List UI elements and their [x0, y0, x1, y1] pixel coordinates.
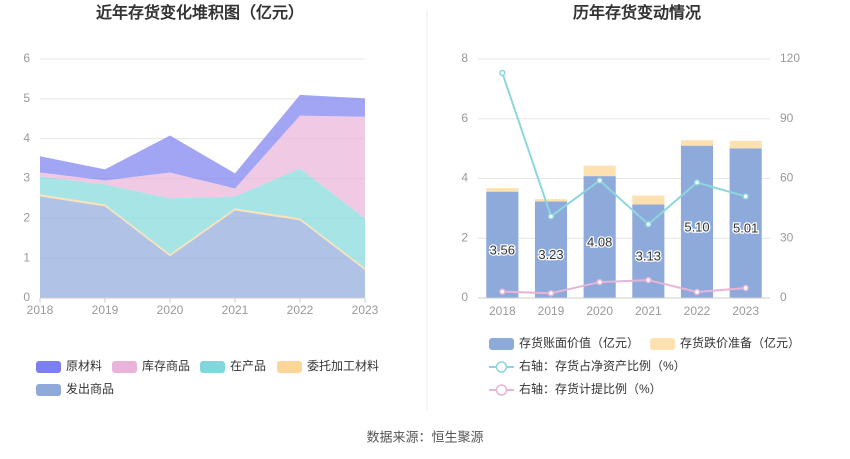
bar: [729, 140, 762, 149]
data-label: 3.13: [636, 249, 661, 264]
bar: [632, 195, 665, 205]
y-tick-label: 4: [461, 171, 468, 185]
legend-label: 在产品: [230, 359, 266, 373]
footer: 数据来源：恒生聚源: [366, 429, 483, 444]
chart-title: 历年存货变动情况: [573, 3, 701, 22]
line-point: [693, 288, 701, 296]
y-tick-label: 6: [461, 111, 468, 125]
bar: [486, 188, 519, 192]
y-tick-label: 3: [23, 171, 30, 185]
line-point: [693, 179, 701, 186]
x-tick-label: 2018: [489, 304, 516, 318]
legend-swatch: [200, 361, 225, 373]
y-tick-label: 8: [461, 51, 468, 65]
legend-label: 存货跌价准备（亿元）: [680, 335, 800, 350]
y2-tick-label: 120: [780, 51, 800, 65]
area: [40, 196, 365, 298]
legend-label: 原材料: [66, 359, 102, 373]
y-tick-label: 0: [461, 290, 468, 304]
y-tick-label: 6: [23, 51, 30, 65]
data-label: 5.10: [684, 219, 709, 234]
y-tick-label: 2: [23, 211, 30, 225]
legend-swatch: [36, 384, 61, 396]
legend-label: 存货账面价值（亿元）: [519, 335, 639, 350]
x-tick-label: 2020: [157, 303, 184, 317]
bar: [486, 191, 519, 298]
line-point: [742, 284, 749, 292]
legend-swatch: [495, 361, 508, 373]
legend-swatch: [277, 361, 302, 373]
legend-swatch: [112, 361, 137, 373]
y2-tick-label: 30: [780, 230, 794, 244]
legend-swatch: [489, 338, 514, 350]
y2-tick-label: 60: [780, 171, 794, 185]
y2-tick-label: 90: [780, 111, 794, 125]
x-tick-label: 2019: [92, 303, 119, 317]
area: [40, 168, 365, 269]
legend-swatch: [650, 338, 675, 350]
legend-label: 委托加工材料: [307, 359, 379, 373]
x-tick-label: 2020: [586, 304, 613, 318]
line-point: [645, 221, 652, 228]
line-point: [499, 288, 506, 295]
bar: [680, 140, 714, 146]
x-tick-label: 2021: [222, 303, 249, 317]
y-tick-label: 2: [461, 230, 468, 244]
bar: [729, 148, 762, 298]
legend-label: 库存商品: [142, 358, 190, 373]
legend-label: 右轴：存货计提比例（%）: [519, 381, 662, 396]
area: [40, 194, 365, 271]
bar: [680, 145, 714, 298]
x-tick-label: 2023: [732, 304, 759, 318]
line-point: [596, 278, 603, 286]
line-point: [547, 289, 555, 297]
legend-swatch: [495, 384, 508, 396]
area: [40, 115, 365, 219]
x-tick-label: 2022: [287, 303, 314, 317]
line-point: [499, 69, 506, 77]
legend-swatch: [36, 361, 61, 373]
bar: [534, 199, 568, 202]
area: [40, 94, 365, 189]
data-label: 4.08: [587, 234, 612, 249]
legend-label: 发出商品: [66, 381, 114, 396]
bar: [583, 176, 616, 298]
line-point: [596, 177, 603, 184]
bar: [583, 165, 616, 177]
x-tick-label: 2023: [352, 303, 379, 317]
data-label: 5.01: [733, 221, 758, 236]
x-tick-label: 2021: [635, 304, 662, 318]
x-tick-label: 2022: [684, 304, 711, 318]
x-tick-label: 2019: [538, 304, 565, 318]
data-label: 3.56: [490, 242, 515, 257]
line: [502, 279, 746, 295]
line-point: [645, 276, 652, 284]
y-tick-label: 4: [23, 131, 30, 145]
chart-title: 近年存货变化堆积图（亿元）: [96, 3, 304, 22]
data-label: 3.23: [538, 247, 563, 262]
line-point: [547, 213, 555, 220]
y-tick-label: 1: [23, 250, 30, 264]
line-point: [742, 193, 749, 200]
legend-label: 右轴：存货占净资产比例（%）: [519, 358, 686, 373]
y-tick-label: 0: [23, 290, 30, 304]
line: [501, 72, 746, 226]
x-tick-label: 2018: [27, 303, 54, 317]
y-tick-label: 5: [23, 91, 30, 105]
y2-tick-label: 0: [780, 290, 787, 304]
